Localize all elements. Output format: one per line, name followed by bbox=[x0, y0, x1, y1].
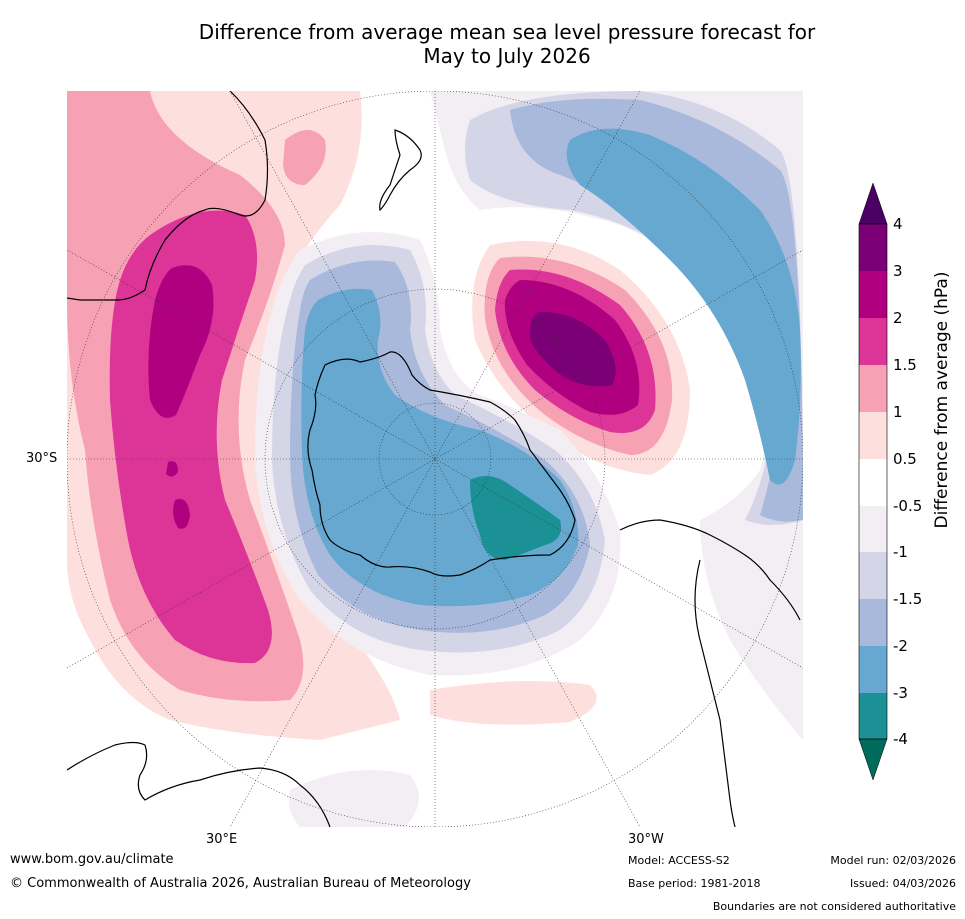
anomaly-1p5-west bbox=[109, 210, 272, 664]
chart-title: Difference from average mean sea level p… bbox=[0, 20, 965, 68]
colorbar-label-1p5: 1.5 bbox=[893, 356, 917, 374]
anomaly-2-small-a bbox=[166, 461, 178, 477]
colorbar-band-neg1p5 bbox=[859, 599, 887, 646]
colorbar bbox=[858, 182, 888, 781]
colorbar-band-1-1p5 bbox=[859, 365, 887, 412]
australia-coast bbox=[67, 91, 269, 301]
colorbar-band-0p5-1 bbox=[859, 412, 887, 459]
colorbar-band-neg0p5 bbox=[859, 506, 887, 552]
colorbar-label-3: 3 bbox=[893, 262, 903, 280]
anomaly-2-west bbox=[148, 265, 214, 418]
anomaly-neg2-pacific bbox=[566, 128, 801, 485]
anomaly-neg0p5-south bbox=[288, 770, 419, 827]
lat-label-30s: 30°S bbox=[26, 451, 58, 466]
footer-model-run: Model run: 02/03/2026 bbox=[830, 854, 956, 867]
colorbar-bottom-arrow bbox=[858, 738, 888, 781]
footer-website: www.bom.gov.au/climate bbox=[10, 852, 174, 867]
footer-copyright: © Commonwealth of Australia 2026, Austra… bbox=[10, 876, 471, 891]
footer-base-period: Base period: 1981-2018 bbox=[628, 877, 761, 890]
africa-coast bbox=[67, 741, 331, 827]
colorbar-top-arrow bbox=[858, 182, 888, 225]
colorbar-label-0p5: 0.5 bbox=[893, 450, 917, 468]
graticule bbox=[67, 91, 803, 827]
lon-label-30w: 30°W bbox=[628, 832, 664, 847]
colorbar-label-neg1p5: -1.5 bbox=[893, 590, 923, 608]
anomaly-0p5-south bbox=[430, 681, 597, 725]
colorbar-label-neg0p5: -0.5 bbox=[893, 497, 923, 515]
lon-label-30e: 30°E bbox=[206, 832, 238, 847]
colorbar-band-3-4 bbox=[859, 224, 887, 271]
anomaly-3-east bbox=[529, 311, 616, 387]
colorbar-band-neutral bbox=[859, 459, 887, 506]
new-zealand-coast bbox=[379, 129, 422, 212]
footer-issued: Issued: 04/03/2026 bbox=[849, 877, 956, 890]
colorbar-band-neg3 bbox=[859, 693, 887, 739]
colorbar-label-neg1: -1 bbox=[893, 543, 908, 561]
title-line-2: May to July 2026 bbox=[423, 44, 591, 68]
footer-model: Model: ACCESS-S2 bbox=[628, 854, 730, 867]
colorbar-label-neg4: -4 bbox=[893, 730, 908, 748]
anomaly-2-small-b bbox=[173, 499, 190, 529]
title-line-1: Difference from average mean sea level p… bbox=[198, 20, 816, 44]
colorbar-label-neg3: -3 bbox=[893, 684, 908, 702]
colorbar-label-1: 1 bbox=[893, 403, 903, 421]
colorbar-band-1p5-2 bbox=[859, 318, 887, 365]
colorbar-label-4: 4 bbox=[893, 215, 903, 233]
colorbar-title: Difference from average (hPa) bbox=[932, 271, 952, 529]
colorbar-label-neg2: -2 bbox=[893, 637, 908, 655]
colorbar-label-2: 2 bbox=[893, 309, 903, 327]
coastlines bbox=[67, 91, 801, 827]
footer-disclaimer: Boundaries are not considered authoritat… bbox=[712, 900, 956, 913]
colorbar-frame bbox=[858, 223, 888, 740]
map-fill bbox=[67, 91, 803, 827]
anomaly-neg3-antarctic bbox=[470, 476, 561, 560]
colorbar-band-neg1 bbox=[859, 552, 887, 599]
colorbar-band-neg2 bbox=[859, 646, 887, 693]
south-america-coast bbox=[619, 519, 801, 827]
anomaly-1-tasman bbox=[283, 130, 326, 185]
antarctica-coast bbox=[307, 351, 576, 577]
colorbar-band-2-3 bbox=[859, 271, 887, 318]
